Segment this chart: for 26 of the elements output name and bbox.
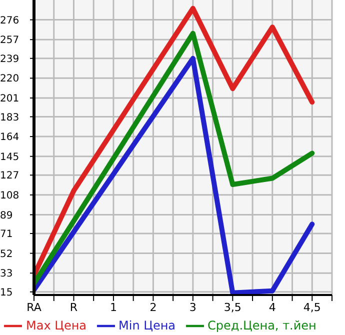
y-tick-label: 276 [0, 15, 20, 26]
y-tick-label: 52 [0, 248, 13, 260]
y-tick-label: 201 [0, 94, 20, 105]
x-tick-label: R [70, 300, 78, 314]
y-tick-label: 164 [0, 132, 20, 144]
x-tick-label: 2 [150, 300, 157, 314]
y-tick-label: 33 [0, 268, 13, 280]
legend-label: Min Цена [118, 318, 176, 332]
y-tick-label: 220 [0, 74, 20, 85]
x-tick-label: RA [26, 300, 42, 314]
y-tick-label: 108 [0, 190, 20, 202]
x-tick-label: 3,5 [224, 300, 242, 314]
y-tick-label: 127 [0, 170, 20, 182]
legend-label: Сред.Цена, т.йен [208, 318, 316, 332]
x-tick-label: 4 [268, 300, 276, 314]
y-tick-label: 257 [0, 35, 20, 46]
y-tick-label: 71 [0, 229, 13, 240]
y-tick-label: 89 [0, 210, 13, 222]
y-tick-label: 239 [0, 54, 20, 65]
x-tick-label: 3 [189, 300, 196, 314]
y-tick-label: 15 [0, 287, 13, 298]
y-tick-label: 183 [0, 112, 20, 124]
x-tick-label: 1 [110, 300, 117, 314]
legend-label: Max Цена [26, 318, 87, 332]
y-tick-label: 145 [0, 152, 20, 163]
x-tick-label: 4,5 [303, 300, 321, 314]
